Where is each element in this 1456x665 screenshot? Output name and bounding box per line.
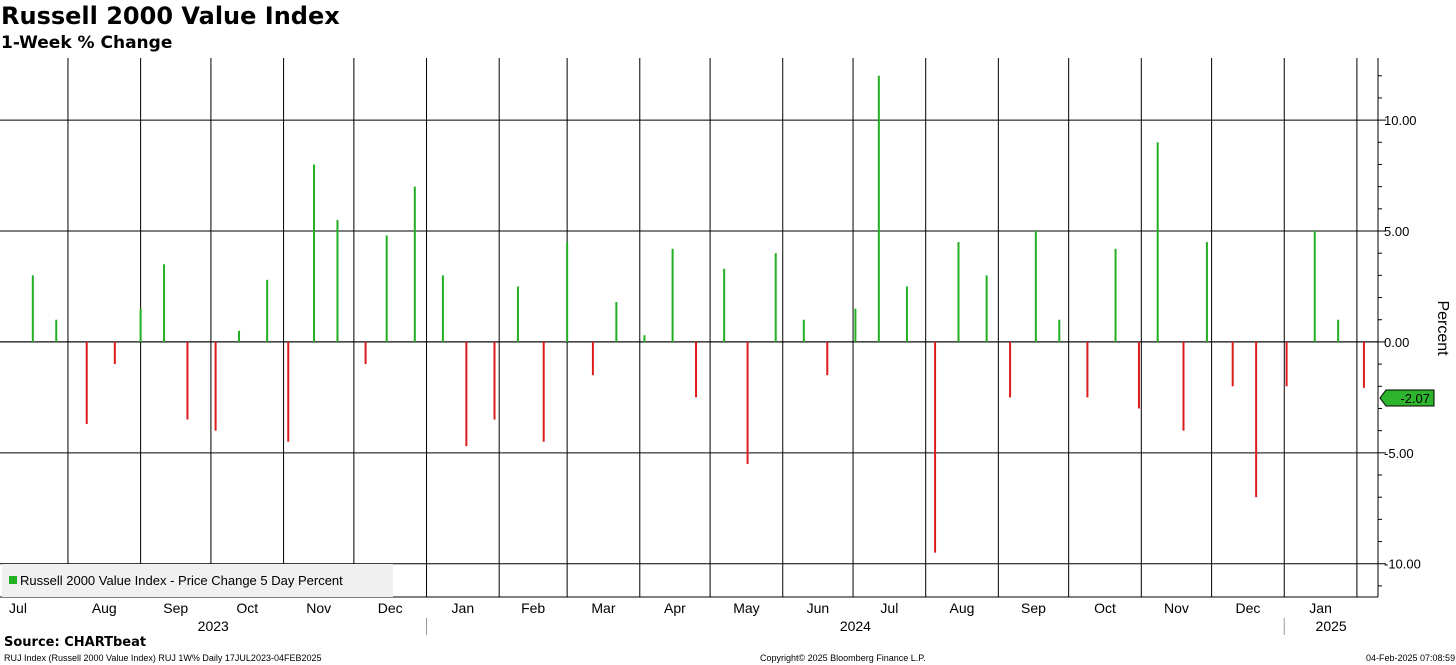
bars: [31, 75, 1365, 553]
data-bar: [186, 341, 189, 420]
data-bar: [985, 275, 988, 342]
data-bar: [1086, 341, 1089, 398]
data-bar: [287, 341, 290, 442]
data-bar: [615, 301, 618, 342]
data-bar: [313, 164, 316, 342]
axes: Russell 2000 Value Index - Price Change …: [2, 113, 1451, 634]
chart-title: Russell 2000 Value Index: [1, 2, 340, 30]
source-note: Source: CHARTbeat: [4, 635, 147, 650]
y-tick-label: -5.00: [1384, 446, 1414, 461]
y-tick-label: 0.00: [1384, 335, 1409, 350]
data-bar: [385, 235, 388, 342]
data-bar: [163, 264, 166, 342]
data-bar: [31, 275, 34, 342]
data-bar: [905, 286, 908, 342]
data-bar: [1337, 319, 1340, 342]
data-bar: [934, 341, 937, 553]
x-tick-label: Sep: [1021, 600, 1046, 616]
year-label: 2025: [1316, 618, 1347, 634]
data-bar: [957, 242, 960, 342]
data-bar: [1009, 341, 1012, 398]
data-bar: [1313, 231, 1316, 342]
year-label: 2023: [198, 618, 229, 634]
data-bar: [266, 279, 269, 342]
x-tick-label: Feb: [521, 600, 545, 616]
data-bar: [516, 286, 519, 342]
data-bar: [139, 308, 142, 342]
data-bar: [55, 319, 58, 342]
x-tick-label: Jul: [880, 600, 898, 616]
data-bar: [643, 335, 646, 342]
x-tick-label: Aug: [92, 600, 117, 616]
x-tick-label: Oct: [236, 600, 258, 616]
year-label: 2024: [840, 618, 871, 634]
data-bar: [413, 186, 416, 342]
data-bar: [774, 253, 777, 342]
legend-label: Russell 2000 Value Index - Price Change …: [20, 573, 343, 588]
data-bar: [542, 341, 545, 442]
x-tick-label: Jan: [1309, 600, 1332, 616]
data-bar: [802, 319, 805, 342]
x-tick-label: Nov: [306, 600, 331, 616]
last-value-label: -2.07: [1400, 391, 1430, 406]
data-bar: [214, 341, 217, 431]
y-axis-label: Percent: [1434, 300, 1451, 356]
data-bar: [1156, 142, 1159, 342]
data-bar: [671, 248, 674, 342]
footer-timestamp: 04-Feb-2025 07:08:59: [1366, 653, 1456, 663]
data-bar: [723, 268, 726, 342]
x-tick-label: Oct: [1094, 600, 1116, 616]
data-bar: [85, 341, 88, 424]
last-value-marker: -2.07: [1379, 389, 1435, 407]
y-tick-label: 10.00: [1384, 113, 1417, 128]
data-bar: [493, 341, 496, 420]
data-bar: [854, 308, 857, 342]
x-tick-label: Aug: [950, 600, 975, 616]
data-bar: [113, 341, 116, 365]
data-bar: [1285, 341, 1288, 387]
x-tick-label: Nov: [1164, 600, 1189, 616]
x-tick-label: Jan: [452, 600, 475, 616]
data-bar: [1058, 319, 1061, 342]
data-bar: [238, 330, 241, 342]
footer-ticker: RUJ Index (Russell 2000 Value Index) RUJ…: [4, 653, 322, 663]
data-bar: [1362, 341, 1365, 388]
chart-subtitle: 1-Week % Change: [1, 33, 173, 53]
data-bar: [1231, 341, 1234, 387]
data-bar: [465, 341, 468, 447]
x-tick-label: Dec: [378, 600, 403, 616]
x-tick-label: Dec: [1235, 600, 1260, 616]
x-tick-label: Apr: [664, 600, 686, 616]
x-tick-label: Mar: [591, 600, 615, 616]
data-bar: [1034, 231, 1037, 342]
data-bar: [695, 341, 698, 398]
x-tick-label: Sep: [163, 600, 188, 616]
y-tick-label: 5.00: [1384, 224, 1409, 239]
data-bar: [591, 341, 594, 376]
data-bar: [1182, 341, 1185, 431]
data-bar: [441, 275, 444, 342]
data-bar: [826, 341, 829, 376]
x-tick-label: May: [733, 600, 759, 616]
data-bar: [364, 341, 367, 365]
x-tick-label: Jul: [9, 600, 27, 616]
y-tick-label: -10.00: [1384, 557, 1421, 572]
x-tick-label: Jun: [807, 600, 830, 616]
data-bar: [746, 341, 749, 464]
data-bar: [877, 75, 880, 342]
legend-swatch: [9, 576, 17, 584]
grid: [0, 58, 1386, 635]
data-bar: [1255, 341, 1258, 498]
data-bar: [336, 219, 339, 342]
data-bar: [1114, 248, 1117, 342]
data-bar: [1137, 341, 1140, 409]
legend: [2, 564, 393, 597]
data-bar: [1205, 242, 1208, 342]
data-bar: [566, 242, 569, 342]
footer-copyright: Copyright© 2025 Bloomberg Finance L.P.: [760, 653, 926, 663]
